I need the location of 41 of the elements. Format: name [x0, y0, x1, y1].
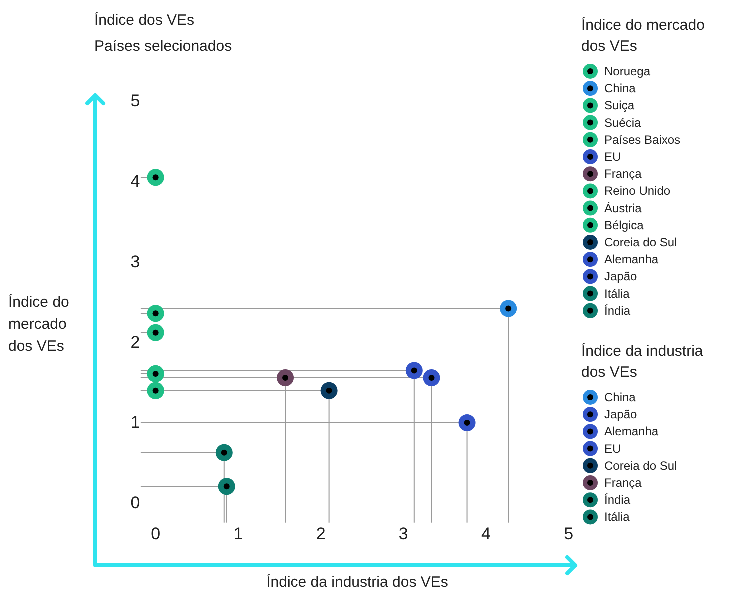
y-tick-label: 4: [130, 172, 140, 191]
y-tick-label: 5: [130, 91, 140, 110]
legend-label: Reino Unido: [604, 184, 671, 198]
legend-label: Coreia do Sul: [604, 458, 678, 473]
y-tick-label: 2: [130, 332, 140, 352]
text: Coreia do Sul: [604, 236, 678, 250]
text: EU: [604, 150, 622, 164]
legend-label: China: [604, 390, 636, 404]
legend-label: Suécia: [604, 116, 642, 130]
chart-title: Índice dos VEs: [94, 11, 195, 29]
x-axis-title: Índice da industria dos VEs: [582, 342, 704, 381]
x-tick-label: 0: [151, 524, 161, 544]
x-tick-label: 5: [564, 524, 574, 544]
text: França: [604, 167, 642, 182]
legend-label: Itália: [604, 510, 630, 524]
x-tick-label: 1: [234, 524, 244, 544]
legend-label: Áustria: [604, 201, 642, 216]
legend-label: França: [604, 476, 642, 490]
text: China: [604, 82, 636, 96]
text: Itália: [604, 286, 630, 301]
legend-label: EU: [604, 442, 622, 456]
legend-label: Bélgica: [604, 218, 644, 232]
legend-label: Japão: [604, 408, 638, 422]
y-tick-label: 0: [130, 494, 140, 513]
chart-subtitle: Países selecionados: [94, 38, 232, 55]
legend-label: Alemanha: [604, 424, 659, 439]
legend-label: Suiça: [604, 98, 635, 113]
text: Alemanha: [604, 252, 659, 267]
x-tick-label: 3: [398, 524, 408, 544]
legend-label: Noruega: [604, 64, 651, 78]
text: Índia: [604, 304, 631, 318]
legend-title: Índice do mercado dos VEs: [582, 16, 705, 55]
legend-label: Índia: [604, 493, 631, 508]
x-tick-label: 4: [482, 524, 492, 544]
y-tick-label: 3: [130, 252, 140, 272]
y-axis-title: Índice do mercado dos VEs: [8, 293, 70, 355]
text: Japão: [604, 270, 638, 284]
text: Índice da industria dos VEs: [266, 573, 448, 591]
legend-label: Países Baixos: [604, 132, 681, 147]
y-tick-label: 1: [130, 413, 140, 432]
x-tick-label: 2: [316, 524, 326, 544]
